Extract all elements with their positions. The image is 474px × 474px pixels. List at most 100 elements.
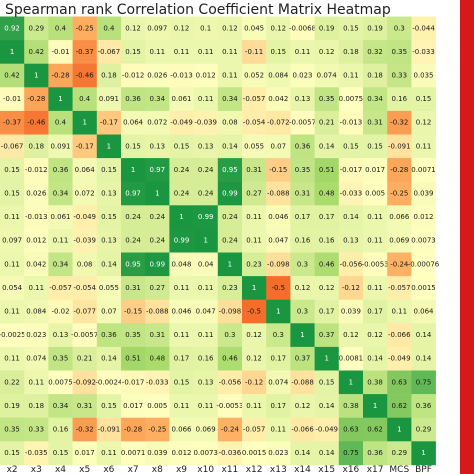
heatmap-cell-label: -0.0024 [95,378,123,386]
heatmap-cell-label: 0.92 [4,24,20,32]
heatmap-cell [266,205,291,230]
heatmap-cell [24,252,49,277]
heatmap-cell [121,299,146,324]
heatmap-cell [290,87,315,112]
heatmap-cell-label: 0.35 [392,48,408,56]
heatmap-cell [193,252,219,277]
heatmap-cell-label: 0.11 [246,402,262,410]
heatmap-cell-label: 1 [276,308,280,316]
heatmap-cell [242,276,267,300]
heatmap-cell [411,228,436,253]
heatmap-cell-label: 0.99 [174,237,190,245]
heatmap-cell-label: -0.057 [388,284,411,292]
heatmap-cell-label: -0.25 [390,190,408,198]
heatmap-cell [96,228,122,253]
heatmap-cell-label: 0.29 [416,426,432,434]
heatmap-cell [242,252,267,277]
heatmap-cell [363,346,388,371]
heatmap-cell [217,346,243,371]
heatmap-cell-label: 0.11 [246,213,262,221]
heatmap-cell [24,299,49,324]
heatmap-cell-label: 0.13 [53,331,69,339]
heatmap-cell-label: 0.29 [29,24,45,32]
heatmap-cell-label: 0.15 [101,213,117,221]
heatmap-cell [48,252,73,277]
heatmap-cell-label: 1 [203,237,207,245]
heatmap-cell-label: 0.012 [196,72,216,80]
heatmap-cell-label: -0.46 [27,119,46,127]
heatmap-cell [96,346,122,371]
heatmap-cell-label: 0.15 [101,166,117,174]
heatmap-cell-label: -0.017 [340,166,363,174]
heatmap-cell-label: 0.055 [244,142,264,150]
heatmap-cell [338,299,364,324]
heatmap-cell-label: -0.077 [73,308,96,316]
heatmap-cell [266,323,291,348]
heatmap-cell-label: 0.0015 [411,284,436,292]
heatmap-cell-label: 0.17 [271,402,287,410]
heatmap-cell-label: -0.28 [27,95,45,103]
heatmap-cell-label: 0.18 [29,402,45,410]
heatmap-cell-label: 0.3 [273,331,284,339]
heatmap-cell [363,16,388,41]
x-tick-label: x15 [318,465,335,474]
heatmap-cell-label: 0.17 [319,308,335,316]
heatmap-cell-label: -0.01 [51,48,69,56]
heatmap-cell-label: 0.066 [389,213,410,221]
heatmap-cell-label: 0.069 [389,237,409,245]
heatmap-cell [193,158,219,182]
heatmap-cell-label: 0.21 [77,355,93,363]
heatmap-cell [193,134,219,159]
heatmap-cell [24,158,49,182]
heatmap-cell [169,205,194,230]
heatmap-cell-label: -0.0053 [362,260,389,268]
heatmap-cell-label: 0.11 [174,331,190,339]
heatmap-cell-label: 0.11 [53,237,69,245]
heatmap-cell-label: -0.088 [146,308,169,316]
heatmap-cell [48,441,73,466]
heatmap-cell-label: 0.99 [222,190,238,198]
heatmap-cell-label: 0.12 [174,24,190,32]
heatmap-cell [48,346,73,371]
heatmap-cell [24,63,49,88]
heatmap-cell-label: -0.15 [269,166,287,174]
heatmap-cell-label: -0.017 [122,378,145,386]
heatmap-cell [242,134,267,159]
heatmap-cell-label: 0.23 [222,284,238,292]
heatmap-cell-label: -0.12 [342,284,360,292]
heatmap-cell-label: 0.34 [150,95,166,103]
heatmap-cell [387,110,412,135]
heatmap-cell-label: 0.34 [53,260,69,268]
heatmap-cell [48,394,73,418]
heatmap-cell [72,323,98,348]
heatmap-cell [290,252,315,277]
heatmap-cell-label: 0.045 [244,24,264,32]
heatmap-cell [72,417,98,442]
heatmap-cell-label: 0.35 [295,166,311,174]
heatmap-cell-label: 0.11 [198,95,214,103]
heatmap-cell [72,40,98,64]
heatmap-cell [242,394,267,418]
heatmap-cell [387,16,412,41]
heatmap-cell [290,110,315,135]
heatmap-cell-label: 0.0075 [48,378,73,386]
x-tick-label: x5 [79,465,90,474]
heatmap-cell [387,276,412,300]
heatmap-cell-label: 0.039 [341,308,361,316]
heatmap-cell-label: 1 [34,72,38,80]
heatmap-cell [387,181,412,206]
heatmap-cell-label: 0.17 [271,355,287,363]
heatmap-cell [242,228,267,253]
heatmap-cell [217,276,243,300]
heatmap-cell-label: 0.36 [101,331,117,339]
heatmap-cell [72,299,98,324]
heatmap-cell-label: 0.11 [416,142,432,150]
heatmap-cell-label: 0.15 [53,449,69,457]
heatmap-cell-label: 0.31 [77,402,93,410]
heatmap-cell-label: -0.066 [291,426,314,434]
heatmap-cell [145,158,170,182]
heatmap-cell [266,252,291,277]
heatmap-cell [169,87,194,112]
heatmap-cell [24,346,49,371]
heatmap-cell-label: 0.039 [413,190,433,198]
